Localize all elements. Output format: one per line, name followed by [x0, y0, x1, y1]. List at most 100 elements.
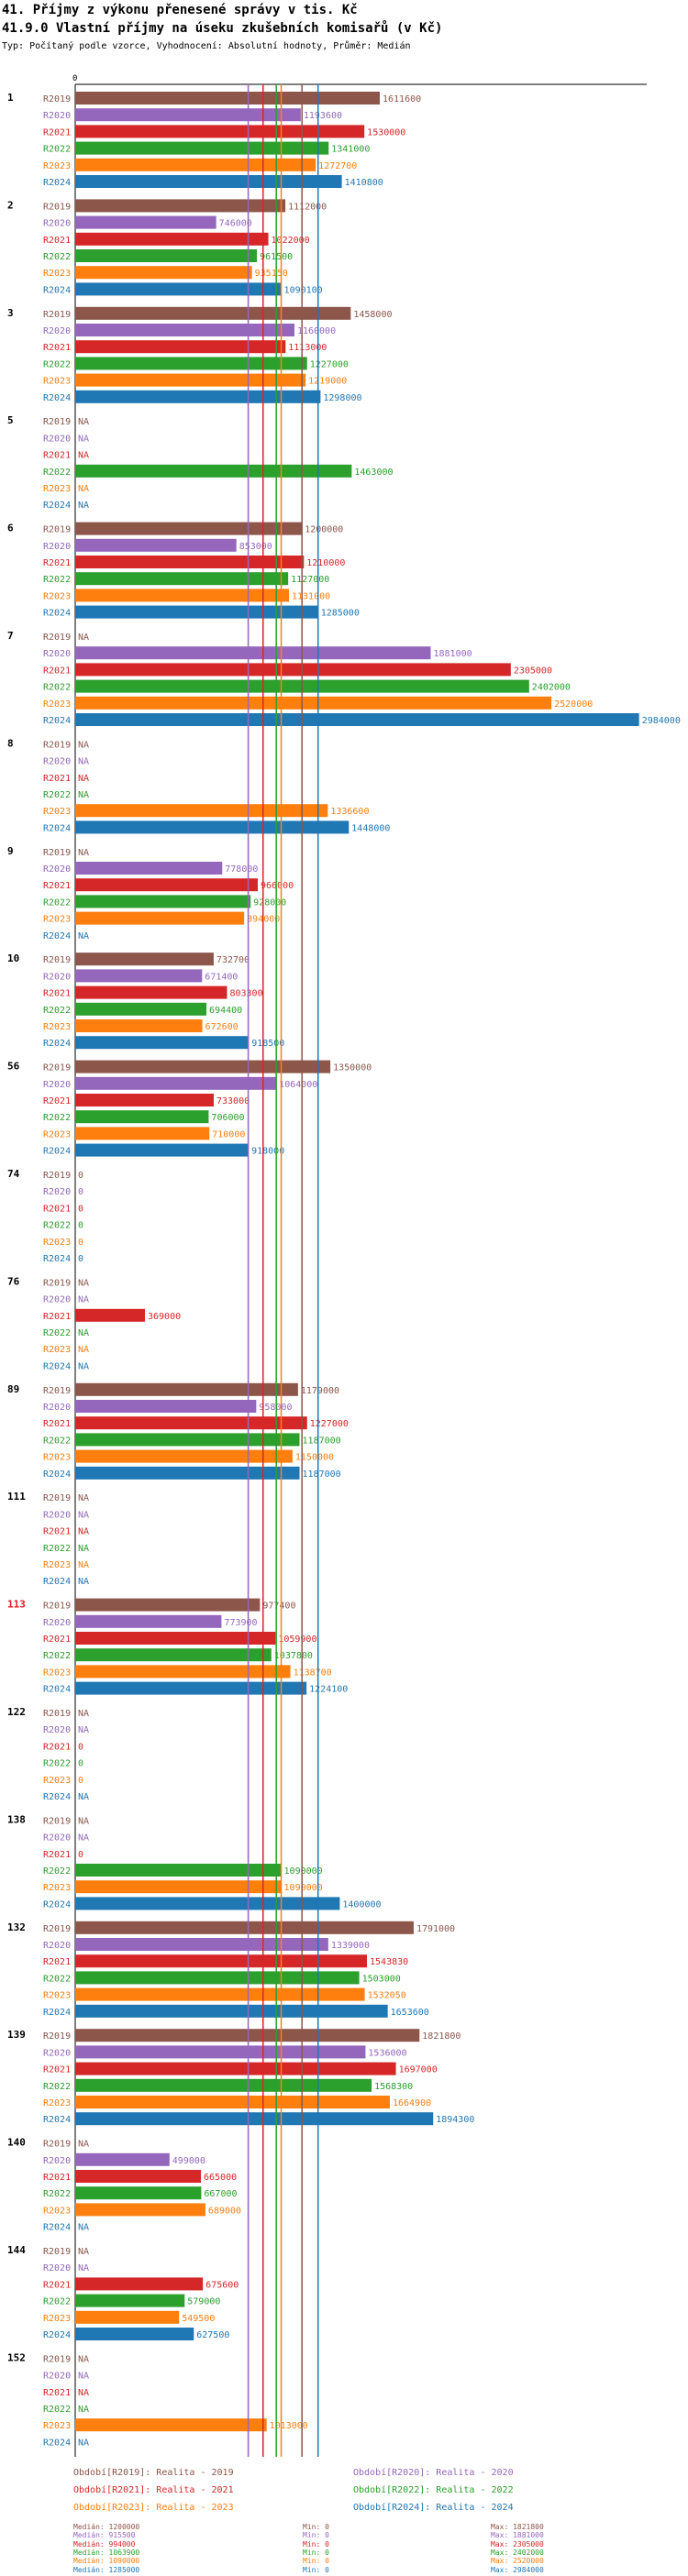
- bar: [75, 605, 318, 619]
- na-label: NA: [78, 2140, 89, 2150]
- bar: [75, 1987, 365, 2001]
- bar: [75, 108, 301, 122]
- series-label: R2023: [43, 1238, 71, 1248]
- na-label: NA: [78, 1527, 89, 1537]
- stat-median: Medián: 1285000: [73, 2565, 140, 2574]
- bar: [75, 1632, 276, 1645]
- series-label: R2019: [43, 1386, 71, 1396]
- data-label: 499000: [172, 2156, 205, 2166]
- bar: [75, 1143, 250, 1157]
- data-label: 579000: [187, 2297, 220, 2307]
- data-label: 1536000: [368, 2048, 406, 2058]
- series-label: R2024: [43, 1685, 71, 1695]
- series-label: R2019: [43, 2247, 71, 2257]
- series-label: R2020: [43, 864, 71, 875]
- data-label: 1339000: [331, 1941, 370, 1951]
- na-label: NA: [78, 1577, 89, 1587]
- bar: [75, 985, 227, 999]
- na-label: NA: [78, 2438, 89, 2448]
- bar: [75, 390, 321, 403]
- series-label: R2019: [43, 848, 71, 858]
- series-label: R2020: [43, 1295, 71, 1305]
- series-label: R2021: [43, 2065, 71, 2075]
- data-label: 1285000: [321, 609, 360, 619]
- bar: [75, 1921, 414, 1934]
- group-label: 89: [7, 1383, 19, 1395]
- series-label: R2022: [43, 897, 71, 908]
- bar: [75, 2152, 170, 2166]
- na-label: NA: [78, 1560, 89, 1570]
- na-label: NA: [78, 2247, 89, 2257]
- bar: [75, 199, 286, 213]
- data-label: 1064000: [279, 1080, 317, 1090]
- series-label: R2020: [43, 1618, 71, 1628]
- series-label: R2019: [43, 1924, 71, 1934]
- stat-min: Min: 0: [303, 2523, 329, 2531]
- na-label: NA: [78, 1833, 89, 1844]
- bar: [75, 2062, 396, 2075]
- bar: [75, 464, 352, 478]
- bar: [75, 158, 316, 171]
- series-label: R2022: [43, 468, 71, 478]
- data-label: 672600: [205, 1022, 239, 1032]
- bar: [75, 2203, 205, 2217]
- bar: [75, 1971, 360, 1985]
- series-label: R2019: [43, 2140, 71, 2150]
- series-label: R2024: [43, 2223, 71, 2233]
- bar: [75, 175, 342, 188]
- series-label: R2020: [43, 1080, 71, 1090]
- na-label: NA: [78, 757, 89, 767]
- bar: [75, 895, 251, 908]
- legend-item: Období[R2022]: Realita - 2022: [353, 2485, 514, 2495]
- series-label: R2020: [43, 2048, 71, 2058]
- series-label: R2020: [43, 757, 71, 767]
- stat-median: Medián: 1063900: [73, 2548, 140, 2557]
- series-label: R2023: [43, 1991, 71, 2001]
- na-label: NA: [78, 774, 89, 784]
- bar: [75, 1897, 340, 1910]
- data-label: 1697000: [399, 2065, 438, 2075]
- bar: [75, 1864, 282, 1877]
- na-label: NA: [78, 451, 89, 461]
- na-label: NA: [78, 417, 89, 427]
- data-label: 627500: [196, 2330, 229, 2340]
- series-label: R2022: [43, 359, 71, 369]
- group-label: 140: [7, 2137, 26, 2149]
- na-label: NA: [78, 2388, 89, 2398]
- data-label: 1059900: [278, 1635, 316, 1645]
- series-label: R2024: [43, 2330, 71, 2340]
- series-label: R2024: [43, 609, 71, 619]
- na-label: NA: [78, 931, 89, 941]
- na-label: NA: [78, 484, 89, 494]
- bar: [75, 878, 258, 892]
- data-label: 1463000: [354, 468, 393, 478]
- data-label: 935150: [255, 269, 288, 279]
- na-label: NA: [78, 2263, 89, 2273]
- na-label: NA: [78, 501, 89, 511]
- bar: [75, 1880, 282, 1894]
- series-label: R2022: [43, 2082, 71, 2092]
- bar: [75, 646, 431, 660]
- data-label: 369000: [148, 1312, 181, 1322]
- data-label: 1272700: [318, 161, 357, 171]
- data-label: 675600: [205, 2280, 239, 2290]
- series-label: R2023: [43, 1560, 71, 1570]
- bar: [75, 306, 351, 320]
- group-label: 144: [7, 2244, 26, 2256]
- data-label: 1037800: [274, 1651, 313, 1661]
- bar: [75, 2029, 420, 2042]
- data-label: 1532050: [368, 1991, 406, 2001]
- data-label: 928000: [253, 897, 286, 908]
- bar: [75, 2078, 372, 2092]
- bar: [75, 249, 258, 262]
- bar: [75, 1400, 257, 1413]
- series-label: R2022: [43, 2297, 71, 2307]
- series-label: R2023: [43, 915, 71, 925]
- series-label: R2020: [43, 1510, 71, 1520]
- data-label: 0: [78, 1204, 83, 1214]
- series-label: R2023: [43, 2421, 71, 2431]
- bar: [75, 969, 203, 983]
- na-label: NA: [78, 790, 89, 800]
- data-label: 2402000: [532, 683, 571, 693]
- series-label: R2020: [43, 972, 71, 982]
